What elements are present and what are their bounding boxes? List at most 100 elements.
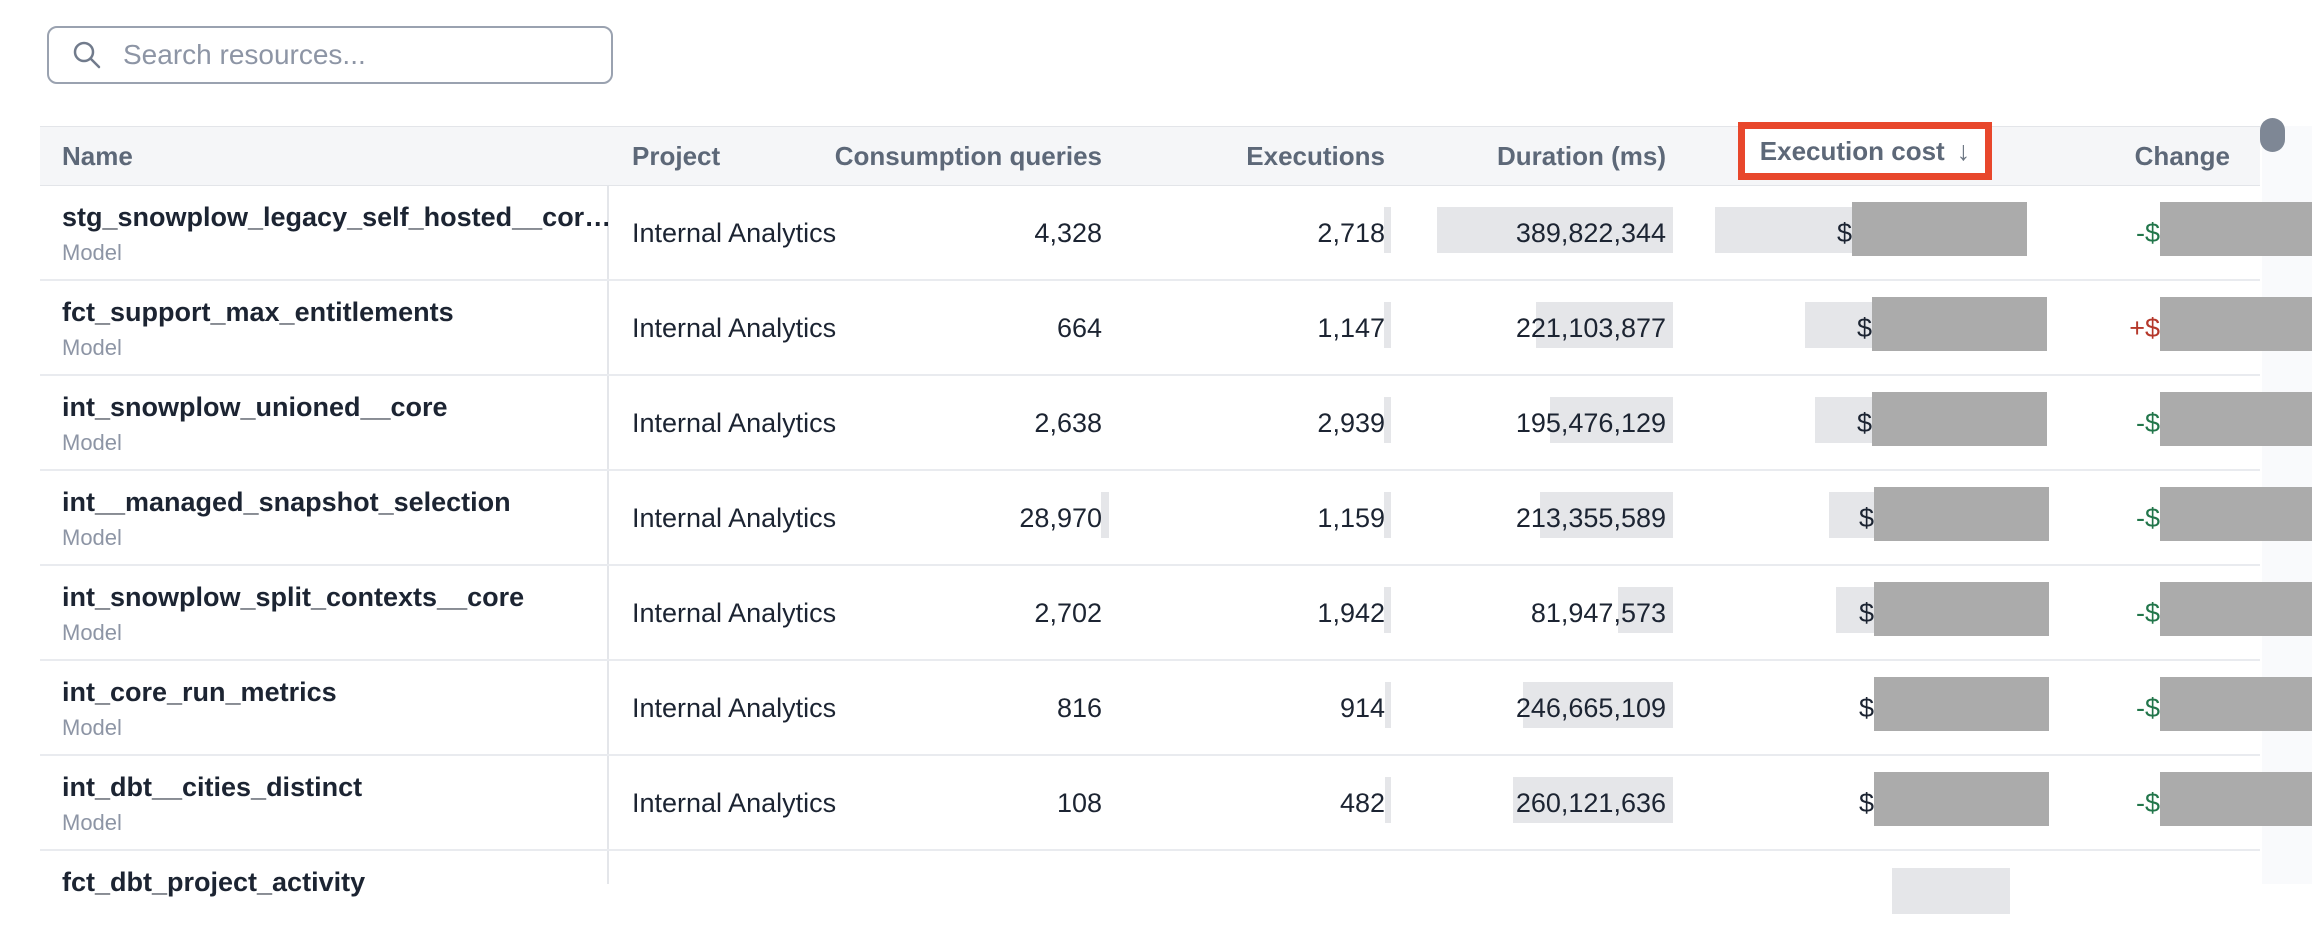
cell-consumption-queries: 108 xyxy=(1056,788,1102,818)
column-header-execution-cost[interactable]: Execution cost xyxy=(1759,135,1945,166)
change-value-sign: -$ xyxy=(2135,693,2160,723)
cell-executions: 2,718 xyxy=(1317,218,1385,248)
cell-duration: 213,355,589 xyxy=(1515,503,1666,533)
cell-duration: 195,476,129 xyxy=(1515,408,1666,438)
duration-heat-bar xyxy=(1540,492,1673,538)
resource-type: Model xyxy=(62,715,122,740)
execution-cost-highlight-box: Execution cost ↓ xyxy=(1738,122,1992,180)
name-column-divider xyxy=(607,126,609,884)
resource-type: Model xyxy=(62,810,122,835)
resource-type: Model xyxy=(62,525,122,550)
change-redaction-block xyxy=(2160,297,2312,351)
table-row[interactable]: int_snowplow_split_contexts__core Model … xyxy=(0,566,2312,661)
cell-consumption-queries: 2,702 xyxy=(1034,598,1102,628)
cost-currency-symbol: $ xyxy=(1858,693,1874,723)
resource-name[interactable]: int_dbt__cities_distinct xyxy=(62,772,363,802)
executions-heat-bar xyxy=(1384,397,1391,443)
resource-name[interactable]: fct_support_max_entitlements xyxy=(62,297,454,327)
consumption-heat-bar xyxy=(1101,492,1109,538)
resource-type: Model xyxy=(62,430,122,455)
table-row[interactable]: int__managed_snapshot_selection Model In… xyxy=(0,471,2312,566)
executions-heat-bar xyxy=(1384,207,1391,253)
table-row[interactable]: int_core_run_metrics Model Internal Anal… xyxy=(0,661,2312,756)
resource-type: Model xyxy=(62,335,122,360)
change-value-sign: -$ xyxy=(2135,218,2160,248)
cost-currency-symbol: $ xyxy=(1858,503,1874,533)
cost-currency-symbol: $ xyxy=(1856,313,1872,343)
cell-project: Internal Analytics xyxy=(632,503,837,533)
cell-executions: 482 xyxy=(1339,788,1385,818)
change-redaction-block xyxy=(2160,582,2312,636)
cell-project: Internal Analytics xyxy=(632,218,837,248)
cell-duration: 260,121,636 xyxy=(1515,788,1666,818)
change-value-sign: -$ xyxy=(2135,503,2160,533)
column-header-executions[interactable]: Executions xyxy=(1246,141,1385,171)
resource-name[interactable]: stg_snowplow_legacy_self_hosted__cor… xyxy=(62,202,608,232)
table-row[interactable]: int_dbt__cities_distinct Model Internal … xyxy=(0,756,2312,851)
cost-redaction-block xyxy=(1874,677,2049,731)
executions-heat-bar xyxy=(1384,492,1391,538)
cell-duration: 246,665,109 xyxy=(1515,693,1666,723)
resource-name[interactable]: fct_dbt_project_activity xyxy=(62,867,366,897)
column-header-duration[interactable]: Duration (ms) xyxy=(1497,141,1666,171)
table-row[interactable]: fct_support_max_entitlements Model Inter… xyxy=(0,281,2312,376)
cost-redaction-block xyxy=(1874,582,2049,636)
cell-executions: 1,159 xyxy=(1317,503,1385,533)
cell-executions: 2,939 xyxy=(1317,408,1385,438)
table-body: stg_snowplow_legacy_self_hosted__cor… Mo… xyxy=(0,186,2312,946)
duration-heat-bar xyxy=(1618,587,1673,633)
duration-heat-bar xyxy=(1523,682,1673,728)
executions-heat-bar xyxy=(1385,777,1391,823)
table-row[interactable]: fct_dbt_project_activity xyxy=(0,851,2312,946)
cell-project: Internal Analytics xyxy=(632,598,837,628)
column-header-project[interactable]: Project xyxy=(632,141,721,171)
search-input[interactable] xyxy=(121,38,585,72)
table-row[interactable]: stg_snowplow_legacy_self_hosted__cor… Mo… xyxy=(0,186,2312,281)
resource-type: Model xyxy=(62,240,122,265)
search-icon xyxy=(73,41,101,69)
duration-heat-bar xyxy=(1536,302,1673,348)
executions-heat-bar xyxy=(1384,587,1391,633)
search-box[interactable] xyxy=(47,26,613,84)
executions-heat-bar xyxy=(1385,682,1391,728)
sort-descending-icon[interactable]: ↓ xyxy=(1956,135,1971,166)
column-header-change[interactable]: Change xyxy=(2134,141,2230,171)
cell-consumption-queries: 4,328 xyxy=(1034,218,1102,248)
resource-name[interactable]: int_core_run_metrics xyxy=(62,677,337,707)
cell-duration: 221,103,877 xyxy=(1515,313,1666,343)
cost-heat-bar xyxy=(1892,868,2010,914)
column-header-name[interactable]: Name xyxy=(62,141,133,171)
cell-duration: 389,822,344 xyxy=(1515,218,1666,248)
resource-name[interactable]: int__managed_snapshot_selection xyxy=(62,487,511,517)
duration-heat-bar xyxy=(1550,397,1673,443)
change-value-sign: -$ xyxy=(2135,788,2160,818)
cost-currency-symbol: $ xyxy=(1858,788,1874,818)
cost-redaction-block xyxy=(1874,772,2049,826)
change-value-sign: -$ xyxy=(2135,598,2160,628)
cell-duration: 81,947,573 xyxy=(1530,598,1666,628)
cell-project: Internal Analytics xyxy=(632,408,837,438)
cell-consumption-queries: 2,638 xyxy=(1034,408,1102,438)
cell-project: Internal Analytics xyxy=(632,313,837,343)
duration-heat-bar xyxy=(1513,777,1673,823)
cell-consumption-queries: 28,970 xyxy=(1019,503,1102,533)
change-redaction-block xyxy=(2160,677,2312,731)
change-value-sign: +$ xyxy=(2129,313,2160,343)
change-redaction-block xyxy=(2160,202,2312,256)
cost-redaction-block xyxy=(1872,297,2047,351)
column-header-consumption-queries[interactable]: Consumption queries xyxy=(834,141,1102,171)
cost-currency-symbol: $ xyxy=(1856,408,1872,438)
table-header: Name Project Consumption queries Executi… xyxy=(0,122,2312,186)
change-value-sign: -$ xyxy=(2135,408,2160,438)
scrollbar-thumb[interactable] xyxy=(2260,118,2285,152)
cell-consumption-queries: 816 xyxy=(1056,693,1102,723)
change-redaction-block xyxy=(2160,487,2312,541)
resource-name[interactable]: int_snowplow_split_contexts__core xyxy=(62,582,525,612)
cost-redaction-block xyxy=(1872,392,2047,446)
cost-redaction-block xyxy=(1874,487,2049,541)
cost-currency-symbol: $ xyxy=(1836,218,1852,248)
cost-redaction-block xyxy=(1852,202,2027,256)
duration-heat-bar xyxy=(1437,207,1673,253)
table-row[interactable]: int_snowplow_unioned__core Model Interna… xyxy=(0,376,2312,471)
resource-name[interactable]: int_snowplow_unioned__core xyxy=(62,392,448,422)
